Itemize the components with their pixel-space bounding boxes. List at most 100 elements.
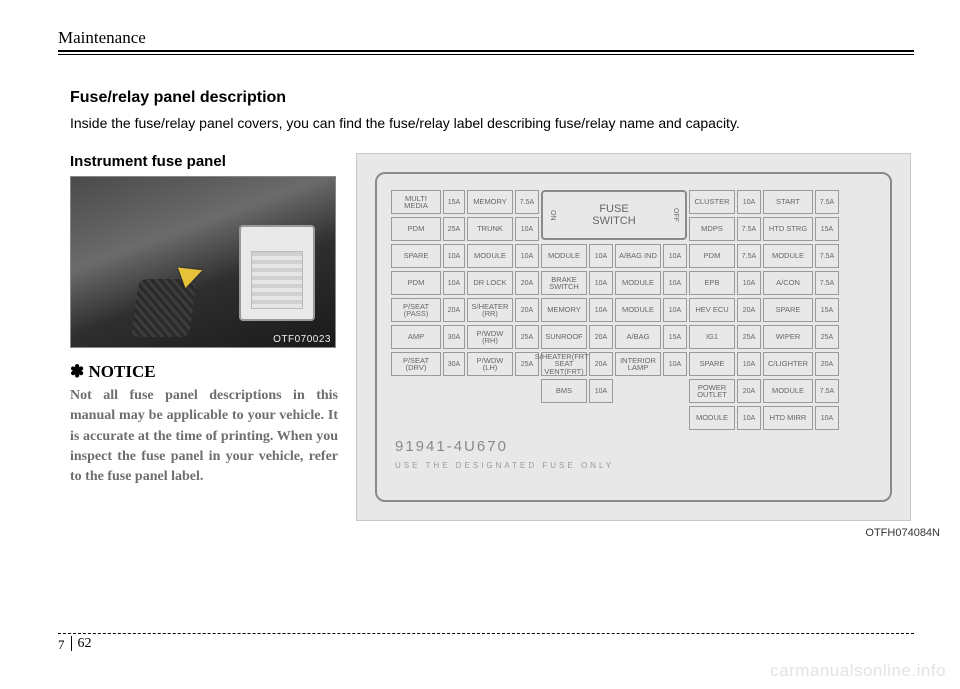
fuse-amp: 10A: [663, 298, 687, 322]
fuse-label: BRAKE SWITCH: [541, 271, 587, 295]
fuse-amp: 7.5A: [737, 217, 761, 241]
fuse-amp: 20A: [737, 379, 761, 403]
fuse-amp: 30A: [443, 352, 465, 376]
fuse-label: PDM: [391, 271, 441, 295]
fuse-label: MODULE: [541, 244, 587, 268]
fuse-label: MEMORY: [541, 298, 587, 322]
fuse-amp: 25A: [443, 217, 465, 241]
fuse-label: A/BAG IND: [615, 244, 661, 268]
fuse-amp: 10A: [515, 244, 539, 268]
fuse-amp: 10A: [737, 352, 761, 376]
fuse-amp: 10A: [443, 244, 465, 268]
fuse-label: P/SEAT (DRV): [391, 352, 441, 376]
fuse-label: SUNROOF: [541, 325, 587, 349]
fuse-amp: 20A: [589, 352, 613, 376]
fuse-label: START: [763, 190, 813, 214]
diagram-code: OTFH074084N: [865, 527, 940, 539]
fuse-label: MULTI MEDIA: [391, 190, 441, 214]
fuse-amp: 25A: [737, 325, 761, 349]
part-number: 91941-4U670: [395, 438, 876, 455]
fuse-label: PDM: [689, 244, 735, 268]
fuse-label: P/WDW (LH): [467, 352, 513, 376]
fuse-amp: 10A: [663, 244, 687, 268]
watermark: carmanualsonline.info: [770, 661, 946, 681]
fuse-label: MEMORY: [467, 190, 513, 214]
section-title: Fuse/relay panel description: [70, 89, 914, 107]
fuse-label: HTD STRG: [763, 217, 813, 241]
fuse-label: EPB: [689, 271, 735, 295]
fuse-amp: 10A: [443, 271, 465, 295]
fuse-label: SPARE: [763, 298, 813, 322]
fuse-amp: 15A: [443, 190, 465, 214]
fuse-amp: 7.5A: [515, 190, 539, 214]
fuse-label: PDM: [391, 217, 441, 241]
fuse-label: HEV ECU: [689, 298, 735, 322]
fuse-amp: 10A: [589, 298, 613, 322]
fuse-label: HTD MIRR: [763, 406, 813, 430]
fuse-label: A/CON: [763, 271, 813, 295]
fuse-amp: 10A: [663, 352, 687, 376]
fuse-amp: 10A: [737, 406, 761, 430]
fuse-label: S/HEATER(FRT)/ SEAT VENT(FRT): [541, 352, 587, 376]
fuse-label: MODULE: [467, 244, 513, 268]
fuse-label: S/HEATER (RR): [467, 298, 513, 322]
fuse-switch: ONFUSE SWITCHOFF: [541, 190, 687, 240]
fuse-label: CLUSTER: [689, 190, 735, 214]
fuse-label: C/LIGHTER: [763, 352, 813, 376]
fuse-label: P/WDW (RH): [467, 325, 513, 349]
page-number: 62: [78, 636, 92, 651]
fuse-amp: 20A: [515, 298, 539, 322]
page-header: Maintenance: [58, 28, 914, 48]
fuse-amp: 30A: [443, 325, 465, 349]
chapter-number: 7: [58, 636, 72, 651]
fuse-label: P/SEAT (PASS): [391, 298, 441, 322]
fuse-label: SPARE: [391, 244, 441, 268]
fuse-amp: 20A: [737, 298, 761, 322]
fuse-amp: 10A: [589, 271, 613, 295]
fuse-label: AMP: [391, 325, 441, 349]
fuse-amp: 7.5A: [815, 190, 839, 214]
fuse-amp: 20A: [815, 352, 839, 376]
notice-title: ✽ NOTICE: [70, 362, 338, 382]
fuse-label: BMS: [541, 379, 587, 403]
fuse-amp: 15A: [815, 298, 839, 322]
fuse-amp: 7.5A: [815, 271, 839, 295]
fuse-label: DR LOCK: [467, 271, 513, 295]
fuse-amp: 7.5A: [815, 379, 839, 403]
fuse-label: MODULE: [615, 298, 661, 322]
page-footer: 7 62: [58, 633, 914, 651]
fuse-amp: 15A: [815, 217, 839, 241]
fuse-amp: 10A: [815, 406, 839, 430]
fuse-label: A/BAG: [615, 325, 661, 349]
fuse-amp: 10A: [737, 271, 761, 295]
sub-title: Instrument fuse panel: [70, 153, 338, 170]
fuse-label: IG1: [689, 325, 735, 349]
fuse-amp: 25A: [815, 325, 839, 349]
fuse-label: MODULE: [763, 379, 813, 403]
fuse-amp: 20A: [589, 325, 613, 349]
fuse-amp: 10A: [589, 244, 613, 268]
fuse-amp: 15A: [663, 325, 687, 349]
fuse-label: POWER OUTLET: [689, 379, 735, 403]
fuse-amp: 10A: [737, 190, 761, 214]
fuse-amp: 20A: [515, 271, 539, 295]
fuse-amp: 20A: [443, 298, 465, 322]
fuse-label: MDPS: [689, 217, 735, 241]
fuse-amp: 7.5A: [737, 244, 761, 268]
fuse-amp: 10A: [515, 217, 539, 241]
fuse-amp: 10A: [663, 271, 687, 295]
fuse-diagram: ONFUSE SWITCHOFFMULTI MEDIA15AMEMORY7.5A…: [356, 153, 911, 521]
intro-text: Inside the fuse/relay panel covers, you …: [70, 115, 914, 131]
fuse-label: MODULE: [615, 271, 661, 295]
fuse-label: MODULE: [689, 406, 735, 430]
designated-note: USE THE DESIGNATED FUSE ONLY: [395, 461, 876, 470]
dashboard-photo: OTF070023: [70, 176, 336, 348]
fuse-label: WIPER: [763, 325, 813, 349]
fuse-amp: 25A: [515, 325, 539, 349]
notice-body: Not all fuse panel descriptions in this …: [70, 386, 338, 487]
fuse-label: MODULE: [763, 244, 813, 268]
fuse-label: INTERIOR LAMP: [615, 352, 661, 376]
photo-code: OTF070023: [273, 334, 331, 345]
fuse-amp: 10A: [589, 379, 613, 403]
fuse-label: TRUNK: [467, 217, 513, 241]
